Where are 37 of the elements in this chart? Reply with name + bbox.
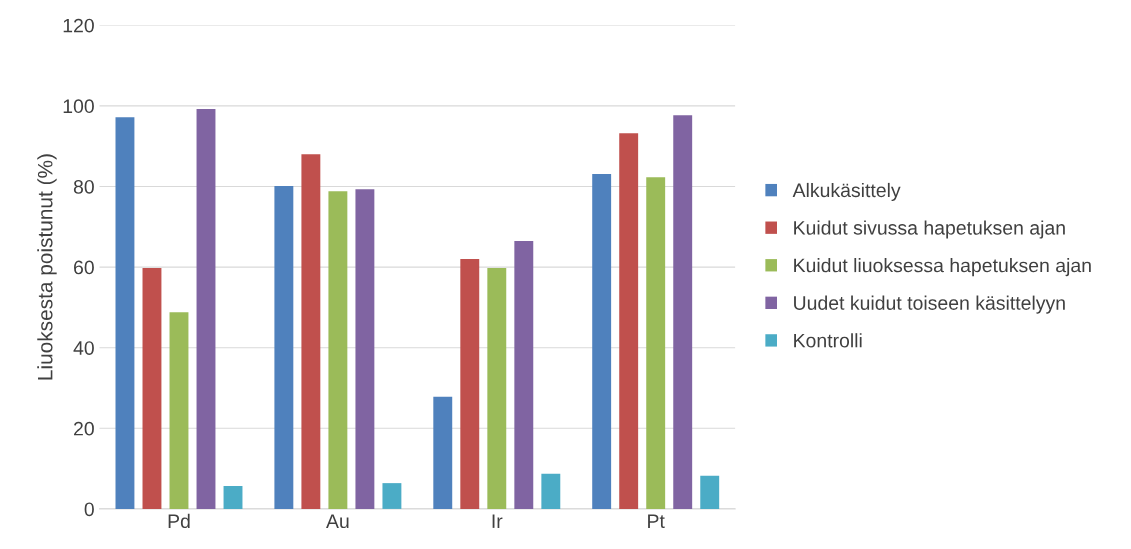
bar [196,109,216,509]
legend-label: Kuidut sivussa hapetuksen ajan [794,220,1065,239]
bar [514,240,534,509]
bar [223,485,243,509]
x-tick-label: Ir [492,514,503,528]
legend-label: Uudet kuidut toiseen käsittelyyn [794,295,1065,314]
bar [301,154,321,509]
bar [382,483,402,509]
bar [433,396,453,509]
bar [592,173,612,509]
bar [460,259,480,509]
x-tick-label: Au [326,514,349,529]
y-tick-label: 80 [73,179,94,194]
bar [619,133,639,509]
bar [700,475,720,509]
bar [115,117,135,509]
legend-label: Kontrolli [794,333,862,348]
y-tick-label: 120 [63,18,94,33]
bar [487,267,507,509]
y-axis-title: Liuoksesta poistunut (%) [37,154,57,380]
y-tick-label: 100 [63,99,94,114]
bar [646,177,666,509]
y-tick-label: 60 [74,260,94,275]
bar [541,473,561,509]
legend-label: Alkukäsittely [792,182,901,202]
bar [142,267,162,509]
bar [274,186,294,509]
bar [169,312,189,509]
bar [673,115,693,509]
bar [355,189,375,509]
y-tick-label: 20 [74,421,94,436]
x-tick-label: Pd [168,513,190,529]
bar [328,191,348,509]
y-tick-label: 40 [73,341,94,355]
legend-label: Kuidut liuoksessa hapetuksen ajan [794,258,1091,277]
x-tick-label: Pt [648,514,665,529]
y-tick-label: 0 [84,502,94,517]
